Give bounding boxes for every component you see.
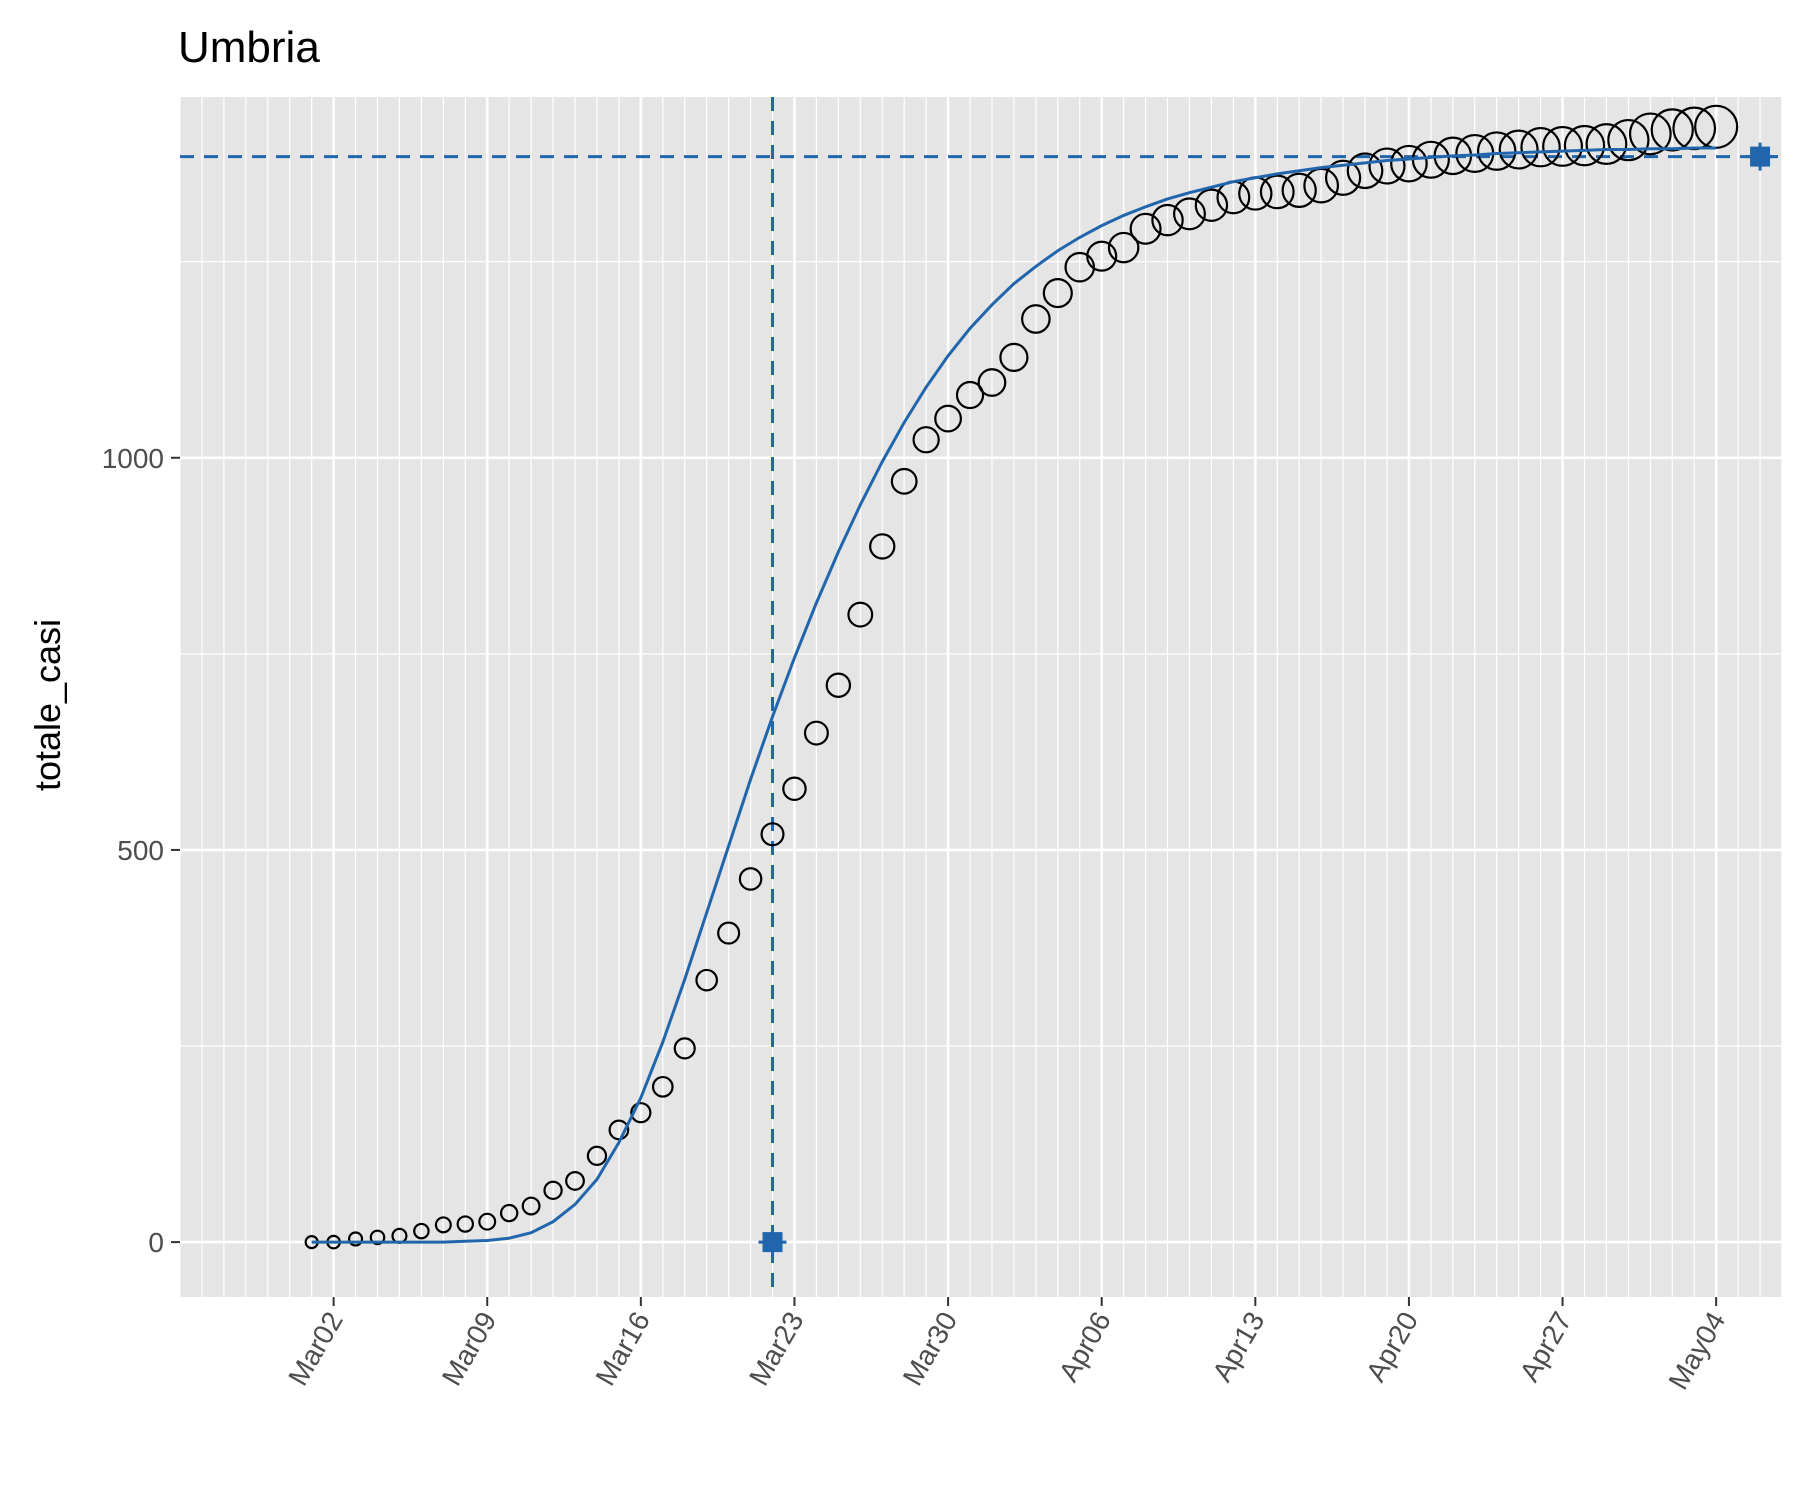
x-tick-label: Mar16 [590, 1307, 657, 1391]
observed-point [369, 1229, 386, 1246]
fit-line [311, 146, 1717, 1244]
observed-point [1129, 212, 1162, 245]
observed-point [934, 404, 962, 433]
markers [758, 142, 1775, 1257]
y-tick-label: 0 [148, 1227, 164, 1258]
observed-point [847, 601, 874, 628]
observed-point [1194, 188, 1229, 222]
y-tick-label: 500 [117, 835, 164, 866]
fitted-curve [311, 146, 1717, 1244]
observed-point [782, 776, 807, 802]
observed-point [1542, 125, 1584, 167]
observed-point [803, 720, 829, 746]
observed-point [1520, 126, 1561, 168]
observed-point [1086, 240, 1118, 272]
x-tick-label: Mar23 [743, 1307, 810, 1391]
marker-square [1750, 146, 1771, 167]
x-tick-label: May04 [1662, 1307, 1731, 1395]
observed-point [890, 467, 918, 495]
y-tick-label: 1000 [102, 443, 164, 474]
observed-point [1390, 144, 1428, 183]
panel-background [180, 97, 1782, 1297]
x-tick-label: Apr20 [1360, 1307, 1424, 1387]
observed-point [1021, 304, 1051, 334]
observed-point [347, 1231, 364, 1247]
observed-point [1151, 203, 1184, 237]
reference-lines [180, 97, 1782, 1297]
marker-square [762, 1232, 783, 1253]
x-tick-label: Apr06 [1053, 1307, 1117, 1387]
observed-point [717, 921, 741, 945]
observed-point [760, 822, 785, 847]
observed-point [999, 342, 1029, 372]
observed-point [1476, 131, 1517, 171]
observed-point [1368, 147, 1406, 185]
observed-point [1107, 231, 1140, 264]
observed-point [1585, 123, 1628, 165]
x-tick-label: Apr13 [1206, 1307, 1270, 1387]
observed-point [695, 968, 719, 992]
observed-point [456, 1215, 475, 1233]
observed-point [1628, 112, 1672, 156]
observed-point [1259, 174, 1295, 210]
observed-point [977, 368, 1007, 397]
observed-point [912, 426, 940, 454]
x-tick-label: Mar02 [282, 1307, 349, 1391]
observed-points [304, 104, 1739, 1250]
observed-point [521, 1196, 541, 1216]
observed-point [1650, 108, 1694, 152]
chart-title: Umbria [178, 23, 320, 72]
observed-point [413, 1222, 430, 1240]
observed-point [1042, 278, 1073, 309]
observed-point [673, 1037, 696, 1060]
observed-point [478, 1212, 497, 1231]
observed-point [1281, 172, 1317, 208]
observed-point [586, 1145, 608, 1166]
x-tick-label: Apr27 [1514, 1307, 1578, 1387]
observed-point [543, 1180, 563, 1201]
observed-point [1607, 118, 1650, 162]
observed-point [1346, 152, 1384, 190]
observed-point [499, 1203, 519, 1223]
observed-point [1694, 104, 1739, 149]
x-tick-label: Mar30 [897, 1307, 964, 1391]
plot-panel [180, 97, 1782, 1297]
y-axis-label: totale_casi [27, 619, 68, 791]
observed-point [825, 672, 852, 698]
observed-point [1563, 124, 1606, 167]
observed-point [1324, 159, 1362, 196]
observed-point [565, 1171, 585, 1191]
observed-point [651, 1075, 674, 1098]
x-tick-label: Mar09 [436, 1307, 503, 1391]
observed-point [738, 867, 763, 891]
observed-point [1498, 129, 1539, 170]
observed-point [630, 1102, 652, 1124]
observed-point [955, 380, 985, 410]
observed-point [869, 533, 896, 560]
observed-point [434, 1216, 452, 1234]
observed-point [1172, 197, 1206, 231]
